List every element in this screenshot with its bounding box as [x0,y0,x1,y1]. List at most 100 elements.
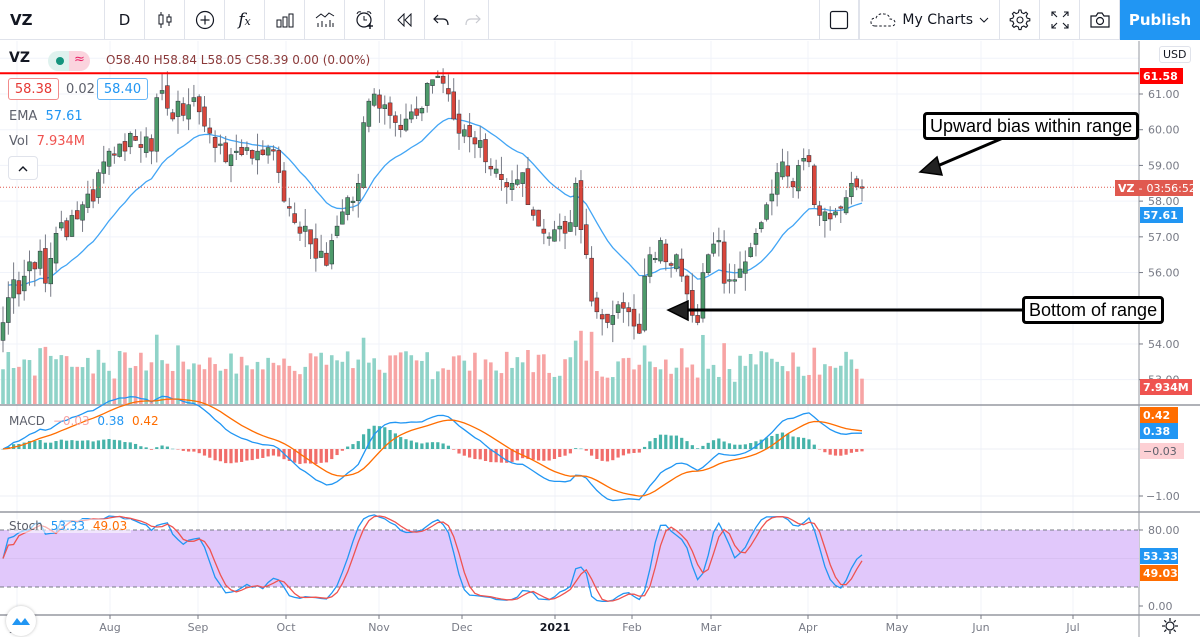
ema-label: EMA [9,109,38,124]
settings-gear-icon [1009,9,1030,31]
volume-profile-button[interactable] [305,0,345,40]
symbol-search-button[interactable]: VZ [0,0,105,40]
macd-legend[interactable]: MACD −0.03 0.38 0.42 [9,414,159,428]
svg-text:80.00: 80.00 [1148,524,1180,537]
fullscreen-button[interactable] [1040,0,1080,40]
svg-text:Sep: Sep [188,621,209,634]
layout-square-icon [830,10,849,30]
delayed-data-icon: ≈ [74,52,85,67]
cloud-icon [870,13,896,27]
vol-value: 7.934M [36,134,86,149]
macd-line-tag-value: 0.38 [1143,424,1171,438]
volume-tag: 7.934M [1140,379,1192,395]
svg-text:Apr: Apr [798,621,818,634]
stoch-k-value: 53.33 [50,519,86,533]
svg-text:Feb: Feb [622,621,641,634]
macd-hist-tag-value: −0.03 [1143,444,1177,458]
svg-text:Oct: Oct [276,621,296,634]
macd-signal-tag-value: 0.42 [1143,408,1171,422]
annotation-bottom-of-range[interactable]: Bottom of range [1022,296,1165,324]
vol-label: Vol [9,134,29,149]
resistance-price-value: 61.58 [1143,69,1178,83]
alert-icon [355,10,373,29]
stoch-label: Stoch [9,519,43,533]
macd-line-value: 0.38 [97,414,125,428]
bid-price-box[interactable]: 58.38 [8,78,59,100]
sun-settings-icon [1162,618,1178,634]
redo-icon [464,14,481,25]
chart-canvas[interactable]: 61.0060.0059.0058.0057.0056.0054.0053.00… [0,41,1200,637]
market-status-pill[interactable]: ≈ [48,51,90,71]
indicators-icon: fx [238,9,251,30]
stoch-legend[interactable]: Stoch 53.33 49.03 [9,519,132,533]
svg-text:Jul: Jul [1065,621,1079,634]
fullscreen-icon [1050,11,1069,29]
symbol-tag-symbol: VZ [1118,181,1135,195]
stoch-d-value: 49.03 [92,519,128,533]
svg-text:Dec: Dec [451,621,472,634]
svg-text:0.00: 0.00 [1148,600,1173,613]
ask-price-box[interactable]: 58.40 [97,78,148,100]
svg-text:54.00: 54.00 [1148,338,1180,351]
stoch-d-tag: 49.03 [1140,565,1178,581]
chart-area[interactable]: 61.0060.0059.0058.0057.0056.0054.0053.00… [0,41,1200,637]
alert-button[interactable] [345,0,385,40]
annotation-upward-bias[interactable]: Upward bias within range [923,112,1140,140]
toolbar-right: My Charts Publish [819,0,1200,40]
tradingview-logo[interactable] [6,606,36,636]
ema-tag-value: 57.61 [1143,208,1178,222]
undo-icon [433,14,449,25]
ema-value: 57.61 [45,109,83,124]
svg-text:Aug: Aug [99,621,120,634]
chart-type-button[interactable] [145,0,185,40]
candles-icon [158,11,171,28]
symbol-countdown-tag: VZ - 03:56:52 [1115,180,1196,196]
macd-line-tag: 0.38 [1140,423,1178,439]
svg-text:Jun: Jun [971,621,989,634]
macd-signal-tag: 0.42 [1140,407,1178,423]
legend-symbol: VZ [9,50,30,66]
tradingview-logo-icon [12,618,30,625]
chevron-up-icon [18,165,28,171]
my-charts-label: My Charts [902,12,973,28]
volume-tag-value: 7.934M [1143,380,1189,394]
macd-hist-tag: −0.03 [1140,443,1184,459]
macd-hist-value: −0.03 [52,414,90,428]
svg-text:May: May [886,621,909,634]
resistance-price-tag: 61.58 [1140,68,1183,84]
my-charts-button[interactable]: My Charts [859,0,1000,40]
svg-text:59.00: 59.00 [1148,159,1180,172]
stoch-k-tag-value: 53.33 [1143,549,1178,563]
publish-button[interactable]: Publish [1120,0,1200,40]
compare-button[interactable] [185,0,225,40]
svg-text:−1.00: −1.00 [1146,490,1180,503]
bar-chart-templates-icon [276,13,293,27]
axis-settings-button[interactable] [1160,616,1180,636]
replay-button[interactable] [385,0,425,40]
svg-text:57.00: 57.00 [1148,231,1180,244]
layout-button[interactable] [819,0,860,40]
collapse-legend-button[interactable] [8,156,38,180]
market-open-dot-icon [56,57,64,65]
volume-profile-icon [315,11,334,27]
undo-button[interactable] [425,0,457,40]
svg-text:61.00: 61.00 [1148,88,1180,101]
tag-dash: - [1138,181,1143,195]
ema-legend[interactable]: EMA 57.61 [9,109,83,124]
snapshot-button[interactable] [1080,0,1120,40]
stoch-k-tag: 53.33 [1140,548,1178,564]
settings-button[interactable] [1000,0,1040,40]
macd-signal-value: 0.42 [131,414,159,428]
indicators-button[interactable]: fx [225,0,265,40]
interval-button[interactable]: D [105,0,145,40]
ohlc-values: O58.40 H58.84 L58.05 C58.39 0.00 (0.00%) [106,53,371,67]
countdown-timer: 03:56:52 [1146,181,1196,195]
top-toolbar: VZ D fx My Charts [0,0,1200,40]
volume-legend[interactable]: Vol 7.934M [9,134,85,149]
templates-button[interactable] [265,0,305,40]
svg-text:Nov: Nov [368,621,390,634]
svg-text:2021: 2021 [540,621,571,634]
currency-label[interactable]: USD [1159,46,1191,63]
redo-button[interactable] [457,0,489,40]
camera-icon [1089,12,1110,28]
